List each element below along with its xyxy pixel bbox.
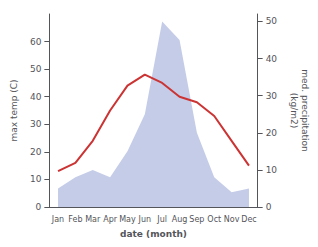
svg-text:Oct: Oct: [207, 215, 221, 224]
svg-text:60: 60: [30, 37, 42, 47]
svg-text:Feb: Feb: [68, 215, 82, 224]
svg-text:20: 20: [30, 147, 42, 157]
svg-text:40: 40: [30, 92, 42, 102]
svg-text:40: 40: [266, 54, 278, 64]
svg-text:50: 50: [266, 16, 278, 26]
svg-text:Apr: Apr: [103, 215, 118, 224]
svg-text:0: 0: [266, 202, 272, 212]
svg-text:30: 30: [30, 119, 42, 129]
svg-text:10: 10: [266, 165, 278, 175]
svg-text:50: 50: [30, 64, 42, 74]
svg-text:Nov: Nov: [224, 215, 240, 224]
svg-text:Dec: Dec: [241, 215, 256, 224]
svg-text:Sep: Sep: [189, 215, 204, 224]
svg-text:Jan: Jan: [51, 215, 64, 224]
svg-text:med. precipitation: med. precipitation: [300, 69, 310, 151]
svg-text:30: 30: [266, 91, 278, 101]
svg-text:Mar: Mar: [85, 215, 101, 224]
svg-text:0: 0: [36, 202, 42, 212]
svg-text:May: May: [119, 215, 136, 224]
svg-text:date (month): date (month): [120, 229, 187, 239]
svg-text:Jul: Jul: [156, 215, 167, 224]
svg-text:10: 10: [30, 174, 42, 184]
svg-text:(kg/m2): (kg/m2): [289, 93, 299, 128]
svg-text:Aug: Aug: [172, 215, 188, 224]
svg-text:Jun: Jun: [138, 215, 152, 224]
svg-text:20: 20: [266, 128, 278, 138]
svg-text:max temp (C): max temp (C): [9, 79, 19, 141]
